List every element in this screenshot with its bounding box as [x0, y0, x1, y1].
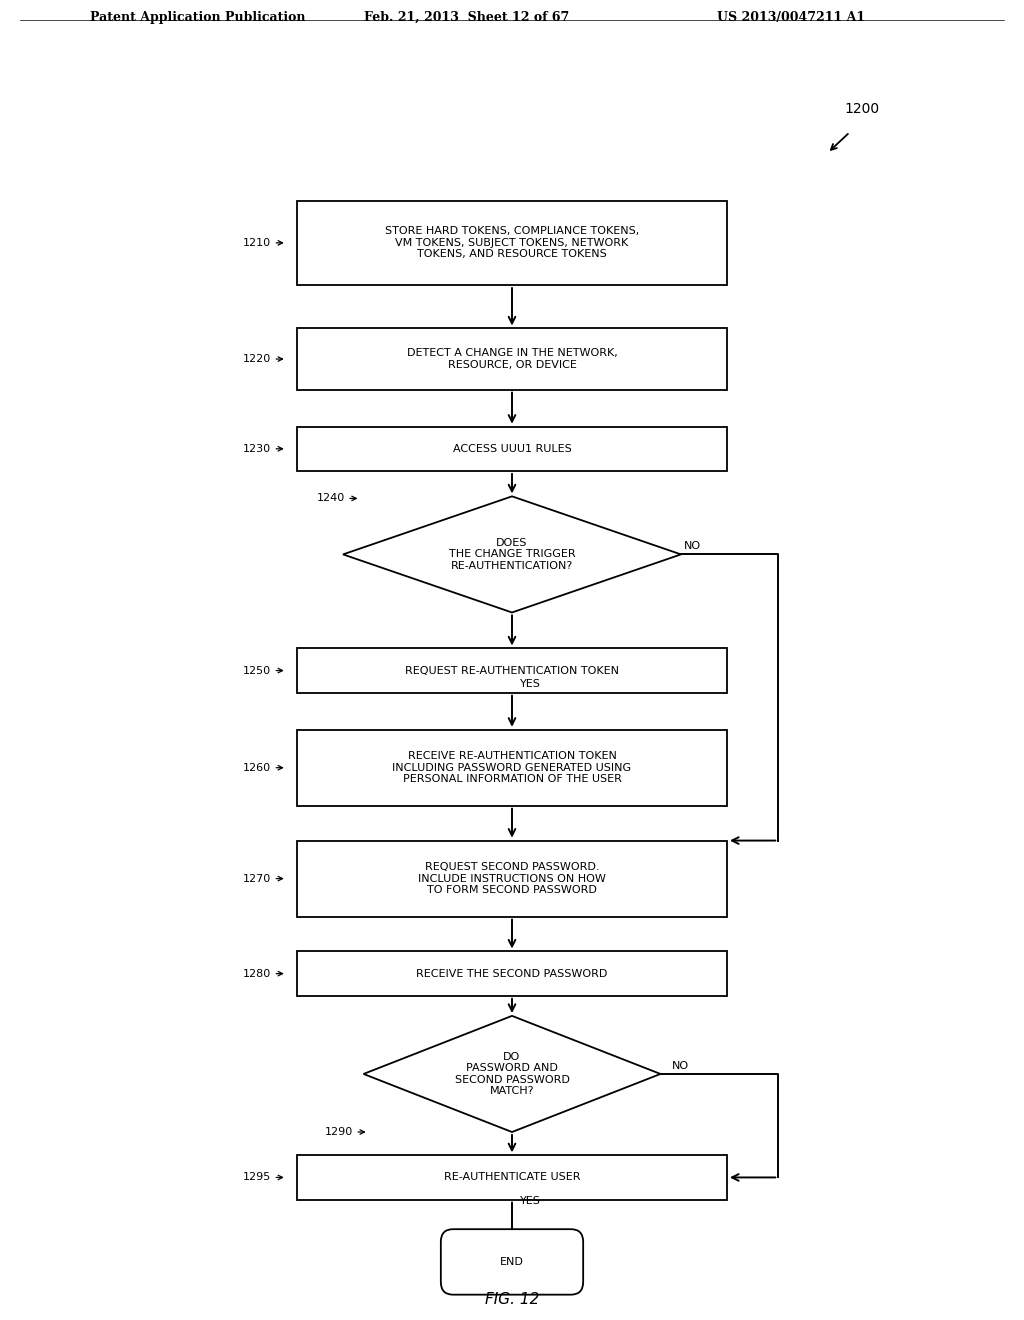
Text: 1290: 1290	[325, 1127, 353, 1137]
Text: NO: NO	[684, 541, 701, 550]
FancyBboxPatch shape	[297, 329, 727, 389]
Text: DETECT A CHANGE IN THE NETWORK,
RESOURCE, OR DEVICE: DETECT A CHANGE IN THE NETWORK, RESOURCE…	[407, 348, 617, 370]
Polygon shape	[343, 496, 681, 612]
Text: END: END	[500, 1257, 524, 1267]
Text: 1295: 1295	[243, 1172, 271, 1183]
Text: US 2013/0047211 A1: US 2013/0047211 A1	[717, 11, 865, 24]
FancyBboxPatch shape	[297, 426, 727, 471]
FancyBboxPatch shape	[297, 730, 727, 805]
FancyBboxPatch shape	[297, 648, 727, 693]
FancyBboxPatch shape	[297, 952, 727, 995]
Text: DO
PASSWORD AND
SECOND PASSWORD
MATCH?: DO PASSWORD AND SECOND PASSWORD MATCH?	[455, 1052, 569, 1097]
Text: 1220: 1220	[243, 354, 271, 364]
Text: DOES
THE CHANGE TRIGGER
RE-AUTHENTICATION?: DOES THE CHANGE TRIGGER RE-AUTHENTICATIO…	[449, 537, 575, 572]
Text: ACCESS UUU1 RULES: ACCESS UUU1 RULES	[453, 444, 571, 454]
Text: STORE HARD TOKENS, COMPLIANCE TOKENS,
VM TOKENS, SUBJECT TOKENS, NETWORK
TOKENS,: STORE HARD TOKENS, COMPLIANCE TOKENS, VM…	[385, 226, 639, 260]
Text: Patent Application Publication: Patent Application Publication	[90, 11, 305, 24]
Text: NO: NO	[672, 1060, 689, 1071]
Text: 1200: 1200	[845, 102, 880, 116]
Text: RECEIVE RE-AUTHENTICATION TOKEN
INCLUDING PASSWORD GENERATED USING
PERSONAL INFO: RECEIVE RE-AUTHENTICATION TOKEN INCLUDIN…	[392, 751, 632, 784]
Text: RECEIVE THE SECOND PASSWORD: RECEIVE THE SECOND PASSWORD	[417, 969, 607, 978]
Text: Feb. 21, 2013  Sheet 12 of 67: Feb. 21, 2013 Sheet 12 of 67	[364, 11, 568, 24]
Polygon shape	[364, 1016, 660, 1133]
FancyBboxPatch shape	[297, 841, 727, 916]
FancyBboxPatch shape	[297, 1155, 727, 1200]
Text: 1250: 1250	[244, 665, 271, 676]
Text: REQUEST SECOND PASSWORD.
INCLUDE INSTRUCTIONS ON HOW
TO FORM SECOND PASSWORD: REQUEST SECOND PASSWORD. INCLUDE INSTRUC…	[418, 862, 606, 895]
Text: 1270: 1270	[243, 874, 271, 883]
FancyBboxPatch shape	[297, 201, 727, 285]
Text: 1210: 1210	[244, 238, 271, 248]
Text: FIG. 12: FIG. 12	[484, 1292, 540, 1307]
Text: 1280: 1280	[243, 969, 271, 978]
Text: REQUEST RE-AUTHENTICATION TOKEN: REQUEST RE-AUTHENTICATION TOKEN	[406, 665, 618, 676]
Text: 1260: 1260	[244, 763, 271, 772]
FancyBboxPatch shape	[440, 1229, 584, 1295]
Text: RE-AUTHENTICATE USER: RE-AUTHENTICATE USER	[443, 1172, 581, 1183]
Text: YES: YES	[520, 678, 541, 689]
Text: 1230: 1230	[244, 444, 271, 454]
Text: 1240: 1240	[316, 494, 345, 503]
Text: YES: YES	[520, 1196, 541, 1206]
